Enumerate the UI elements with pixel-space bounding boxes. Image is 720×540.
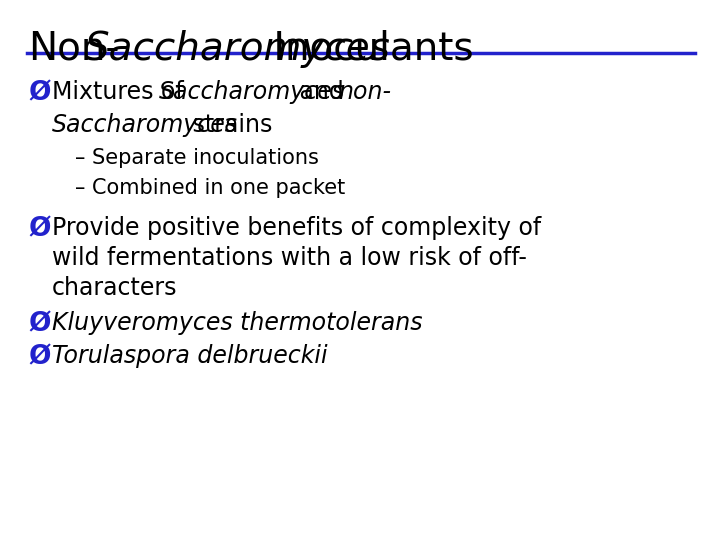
Text: Ø: Ø (28, 216, 50, 242)
Text: and: and (292, 80, 351, 104)
Text: Provide positive benefits of complexity of: Provide positive benefits of complexity … (52, 216, 541, 240)
Text: – Combined in one packet: – Combined in one packet (75, 178, 346, 198)
Text: strains: strains (185, 113, 272, 137)
Text: characters: characters (52, 276, 178, 300)
Text: Non-: Non- (28, 30, 120, 68)
Text: Torulaspora delbrueckii: Torulaspora delbrueckii (52, 344, 328, 368)
Text: Mixtures of: Mixtures of (52, 80, 192, 104)
Text: Ø: Ø (28, 80, 50, 106)
Text: non-: non- (338, 80, 391, 104)
Text: Saccharomyces: Saccharomyces (85, 30, 391, 68)
Text: Ø: Ø (28, 344, 50, 370)
Text: Inoculants: Inoculants (261, 30, 474, 68)
Text: – Separate inoculations: – Separate inoculations (75, 148, 319, 168)
Text: Saccharomyces: Saccharomyces (159, 80, 345, 104)
Text: Ø: Ø (28, 311, 50, 337)
Text: wild fermentations with a low risk of off-: wild fermentations with a low risk of of… (52, 246, 527, 270)
Text: Saccharomyces: Saccharomyces (52, 113, 238, 137)
Text: Kluyveromyces thermotolerans: Kluyveromyces thermotolerans (52, 311, 423, 335)
